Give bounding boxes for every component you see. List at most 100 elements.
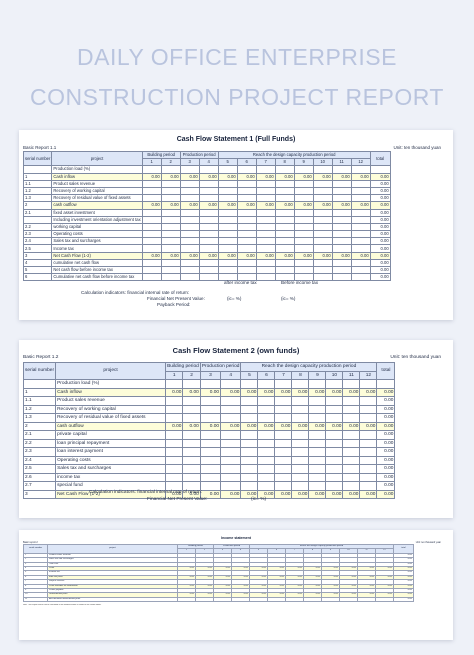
row-value	[141, 194, 162, 203]
table-row: 2.2 working capital 0.00	[22, 222, 391, 232]
row-value	[236, 179, 257, 188]
row-project: fixed asset investment	[51, 208, 143, 217]
row-value	[179, 237, 200, 246]
row-project: income tax	[55, 472, 167, 482]
row-value	[350, 222, 371, 232]
row-value	[321, 596, 340, 603]
sheet1-ic1: (ic= %)	[227, 296, 242, 301]
row-serial: 1.3	[22, 194, 53, 203]
row-value: 0.00	[359, 387, 378, 397]
row-value	[291, 481, 310, 491]
sheet1-table: serial number project Building period Produ…	[22, 150, 391, 282]
sheet1-unit: Unit: ten thousand yuan	[393, 145, 441, 150]
row-value: 0.00	[308, 421, 327, 431]
table-row: 2 cash outflow 0.00 0.00 0.00 0.00 0.00 0.00 0.0…	[22, 201, 391, 210]
row-value: 0.00	[141, 251, 162, 260]
header-period: 4	[198, 158, 219, 167]
row-serial: 2.7	[22, 481, 57, 491]
row-value	[165, 413, 184, 423]
header-project: project	[47, 544, 178, 554]
row-value	[342, 413, 361, 423]
row-serial: 2.5	[22, 244, 53, 253]
row-serial: 2.4	[22, 237, 53, 246]
row-value	[357, 596, 376, 603]
row-serial: 1	[22, 387, 57, 397]
row-value	[182, 455, 201, 465]
row-value	[312, 186, 333, 196]
sheet1-payback-label: Payback Period:	[157, 302, 191, 307]
row-value	[257, 379, 276, 389]
row-total: 0.00	[393, 596, 414, 603]
row-value: 0.00	[257, 421, 276, 431]
header-design-period: Reach the design capacity production per…	[240, 362, 378, 372]
row-value	[293, 165, 314, 174]
row-serial	[22, 215, 53, 224]
row-value	[331, 186, 352, 196]
row-value: 0.00	[240, 387, 259, 397]
row-value	[274, 455, 293, 465]
table-row: Production load (%)	[22, 165, 391, 174]
row-value	[359, 438, 378, 448]
row-value	[165, 464, 184, 474]
sheet3-note: Note: The surplus reserve can be calcula…	[23, 604, 102, 607]
row-value	[255, 273, 276, 282]
row-serial: 2.1	[22, 430, 57, 440]
row-value	[179, 208, 200, 217]
row-value	[274, 179, 295, 188]
row-total: 0.00	[369, 251, 391, 260]
row-value	[141, 165, 162, 174]
row-value	[342, 404, 361, 414]
header-design-period: Reach the design capacity production per…	[217, 150, 371, 160]
table-row: 2.1 private capital 0.00	[22, 430, 396, 440]
row-value	[325, 413, 344, 423]
row-value	[293, 237, 314, 246]
row-total: 0.00	[376, 430, 396, 440]
row-value	[165, 447, 184, 457]
row-value	[199, 481, 222, 491]
row-value	[198, 215, 219, 224]
row-value	[274, 430, 293, 440]
row-serial: 11	[23, 596, 48, 603]
row-value	[179, 273, 200, 282]
row-serial: 2.2	[22, 438, 57, 448]
row-value	[274, 404, 293, 414]
row-value	[217, 222, 238, 232]
row-value	[182, 413, 201, 423]
row-value: 0.00	[199, 387, 222, 397]
row-value	[217, 179, 238, 188]
row-value	[217, 215, 238, 224]
row-value	[325, 447, 344, 457]
row-value	[236, 265, 257, 275]
sheet2-npv-label: Financial Net Present Value:	[147, 497, 208, 502]
row-value	[274, 194, 295, 203]
row-value	[182, 404, 201, 414]
row-project: Accumulated undistributed profit	[47, 596, 178, 603]
row-value	[342, 430, 361, 440]
row-total	[369, 165, 391, 174]
row-value	[359, 430, 378, 440]
row-project: Cash inflow	[51, 172, 143, 181]
row-value	[217, 165, 238, 174]
row-value	[325, 396, 344, 406]
row-value	[342, 455, 361, 465]
row-project: cumulative net cash flow	[51, 258, 143, 268]
table-row: 6 Cumulative net cash flow before income …	[22, 273, 391, 282]
row-value	[274, 186, 295, 196]
header-building-period: Building period	[141, 150, 181, 160]
row-project: Sales tax and surcharges	[51, 237, 143, 246]
row-value	[160, 208, 181, 217]
table-row: 5 Net cash flow before income tax 0.00	[22, 265, 391, 275]
row-value	[217, 244, 238, 253]
row-total: 0.00	[369, 201, 391, 210]
header-total: total	[393, 544, 414, 554]
row-value	[312, 179, 333, 188]
row-value	[312, 165, 333, 174]
row-value	[350, 208, 371, 217]
header-serial: serial number	[22, 150, 53, 167]
row-value	[255, 230, 276, 239]
row-value: 0.00	[331, 172, 352, 181]
row-value	[220, 413, 242, 423]
table-row: 1.1 Product sales revenue 0.00	[22, 396, 396, 406]
row-value: 0.00	[350, 172, 371, 181]
row-total: 0.00	[369, 179, 391, 188]
